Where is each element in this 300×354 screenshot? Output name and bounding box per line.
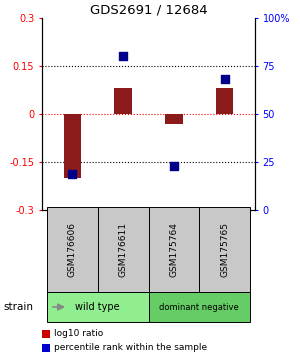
Title: GDS2691 / 12684: GDS2691 / 12684 [90, 4, 207, 17]
Bar [98, 207, 148, 292]
Text: GSM176611: GSM176611 [118, 222, 127, 277]
Text: GSM176606: GSM176606 [68, 222, 77, 277]
Text: strain: strain [3, 302, 33, 312]
Bar [64, 114, 81, 178]
Bar [199, 207, 250, 292]
Bar [148, 292, 250, 322]
Point [70, 171, 75, 176]
Text: dominant negative: dominant negative [159, 303, 239, 312]
Bar [165, 114, 183, 124]
Bar [47, 292, 148, 322]
Bar [114, 88, 132, 114]
Bar [216, 88, 233, 114]
Text: log10 ratio: log10 ratio [54, 330, 103, 338]
Text: GSM175765: GSM175765 [220, 222, 229, 277]
Point [172, 163, 176, 169]
Bar [148, 207, 199, 292]
Bar [47, 207, 98, 292]
Point [121, 53, 125, 59]
Text: GSM175764: GSM175764 [169, 222, 178, 277]
Text: wild type: wild type [76, 302, 120, 312]
Text: percentile rank within the sample: percentile rank within the sample [54, 343, 207, 353]
Point [222, 76, 227, 82]
